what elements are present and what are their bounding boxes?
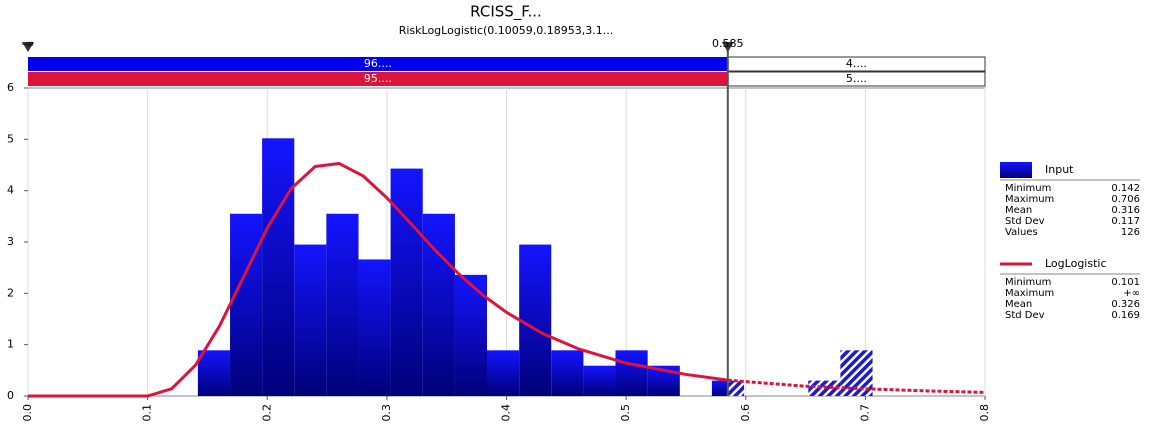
x-tick-label: 0.4 xyxy=(500,404,513,422)
x-tick-label: 0.7 xyxy=(858,404,871,422)
y-tick-label: 6 xyxy=(7,81,14,94)
x-tick-label: 0.5 xyxy=(619,404,632,422)
x-tick-label: 0.0 xyxy=(21,404,34,422)
legend-stat-name: Std Dev xyxy=(1005,310,1045,321)
y-tick-label: 2 xyxy=(7,286,14,299)
bar xyxy=(583,365,616,396)
legend-stat-name: Mean xyxy=(1005,205,1032,216)
legend-stat-name: Minimum xyxy=(1005,277,1051,288)
y-tick-label: 5 xyxy=(7,132,14,145)
y-tick-label: 0 xyxy=(7,389,14,402)
legend-stat-value: 126 xyxy=(1121,227,1140,238)
legend-label: Input xyxy=(1045,163,1074,176)
bar xyxy=(326,213,359,396)
band-left-label: 95.... xyxy=(364,72,392,85)
marker-label: 0.585 xyxy=(712,37,744,50)
legend-stat-value: +∞ xyxy=(1123,288,1140,299)
x-tick-label: 0.8 xyxy=(978,404,991,422)
bar xyxy=(615,350,648,396)
x-tick-label: 0.6 xyxy=(739,404,752,422)
x-tick-label: 0.1 xyxy=(141,404,154,422)
band-left xyxy=(28,57,728,71)
bar xyxy=(197,350,231,396)
band-right-label: 4.... xyxy=(846,57,867,70)
legend-stat-value: 0.142 xyxy=(1111,183,1140,194)
legend-stat-name: Minimum xyxy=(1005,183,1051,194)
bar xyxy=(519,244,552,396)
legend-stat-name: Values xyxy=(1005,227,1038,238)
legend-stat-name: Maximum xyxy=(1005,194,1054,205)
legend-swatch xyxy=(1000,162,1032,178)
marker-triangle xyxy=(22,42,34,52)
band-left xyxy=(28,72,728,86)
band-right-label: 5.... xyxy=(846,72,867,85)
bar xyxy=(390,168,423,396)
legend-stat-value: 0.169 xyxy=(1111,310,1140,321)
bar xyxy=(230,213,263,396)
bar xyxy=(358,259,391,396)
bar-hatched xyxy=(727,380,745,396)
x-tick-label: 0.3 xyxy=(380,404,393,422)
chart-subtitle: RiskLogLogistic(0.10059,0.18953,3.1... xyxy=(399,24,614,37)
band-left-label: 96.... xyxy=(364,57,392,70)
bar xyxy=(487,350,520,396)
bar xyxy=(294,244,327,396)
marker-label: -∞ xyxy=(21,37,34,50)
chart-title: RCISS_F... xyxy=(470,3,542,22)
legend-stat-name: Mean xyxy=(1005,299,1032,310)
legend-stat-value: 0.117 xyxy=(1111,216,1140,227)
fit-curve xyxy=(28,161,729,398)
legend-stat-value: 0.316 xyxy=(1111,205,1140,216)
y-tick-label: 4 xyxy=(7,184,14,197)
legend-stat-name: Std Dev xyxy=(1005,216,1045,227)
marker-triangle xyxy=(721,42,734,52)
legend-stat-name: Maximum xyxy=(1005,288,1054,299)
y-tick-label: 1 xyxy=(7,338,14,351)
bar xyxy=(551,350,584,396)
bar xyxy=(262,138,295,396)
legend-stat-value: 0.326 xyxy=(1111,299,1140,310)
legend-stat-value: 0.706 xyxy=(1111,194,1140,205)
x-tick-label: 0.2 xyxy=(260,404,273,422)
bar xyxy=(711,380,728,396)
legend-label: LogLogistic xyxy=(1045,257,1107,270)
fit-curve-dashed xyxy=(727,378,986,394)
y-tick-label: 3 xyxy=(7,235,14,248)
legend-stat-value: 0.101 xyxy=(1111,277,1140,288)
